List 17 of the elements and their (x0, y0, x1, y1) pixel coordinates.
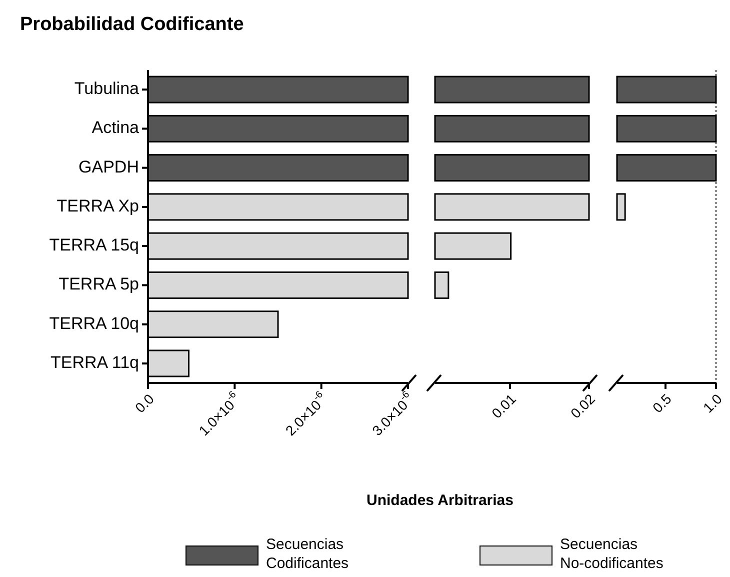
legend-label: Secuencias Codificantes (266, 536, 349, 572)
x-tick-label: 1.0 (700, 390, 725, 416)
y-tick-label: TERRA 5p (58, 274, 139, 294)
chart-title: Probabilidad Codificante (20, 14, 244, 35)
y-tick-label: TERRA 11q (50, 352, 139, 372)
y-tick-label: Tubulina (74, 79, 140, 98)
y-tick-label: TERRA 15q (49, 236, 139, 255)
y-tick-label: Actina (92, 118, 140, 138)
y-tick-label: TERRA Xp (56, 196, 139, 216)
x-tick-label: 0.0 (132, 390, 157, 416)
y-tick-label: TERRA 10q (49, 314, 139, 333)
x-tick-label: 0.02 (567, 390, 598, 422)
legend-label: Secuencias No-codificantes (560, 536, 664, 572)
x-tick-label: 0.5 (649, 390, 674, 416)
x-axis-title: Unidades Arbitrarias (366, 492, 514, 509)
x-tick-label: 0.01 (488, 390, 519, 422)
y-tick-label: GAPDH (78, 157, 139, 176)
